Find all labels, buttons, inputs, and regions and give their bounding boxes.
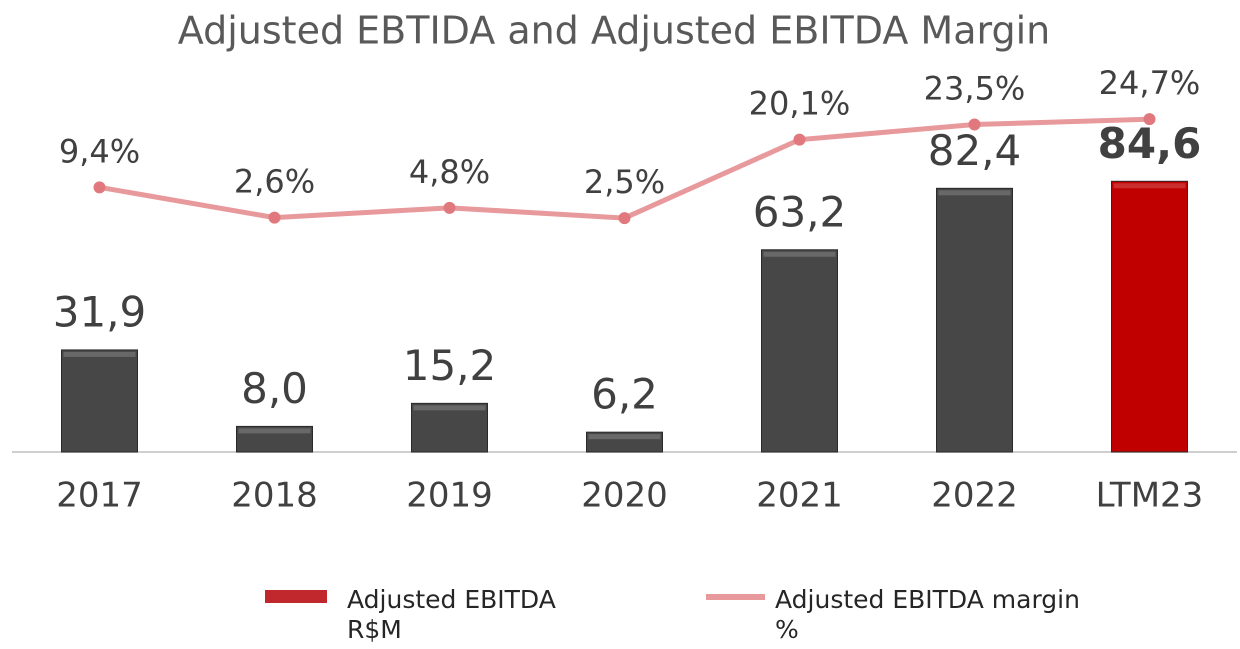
x-tick-label: LTM23	[1096, 476, 1204, 516]
data-label: 23,5%	[924, 70, 1026, 108]
line-point	[1143, 113, 1156, 126]
bar-bevel	[938, 190, 1011, 196]
data-label: 2,6%	[234, 163, 315, 201]
data-label: 9,4%	[59, 132, 140, 170]
bar-bevel	[413, 405, 486, 411]
data-label: 31,9	[53, 287, 147, 336]
chart-title: Adjusted EBTIDA and Adjusted EBITDA Marg…	[178, 9, 1050, 53]
bar	[1111, 180, 1188, 453]
data-label: 63,2	[753, 187, 847, 236]
bar-bevel	[763, 251, 836, 257]
bar	[411, 402, 488, 453]
bar-bevel	[1113, 183, 1186, 189]
data-label: 2,5%	[584, 163, 665, 201]
line-point	[618, 212, 631, 225]
data-label: 20,1%	[749, 85, 851, 123]
x-tick-label: 2018	[231, 476, 318, 516]
x-tick-label: 2019	[406, 476, 493, 516]
legend-swatch-bar	[265, 590, 327, 603]
line-point	[793, 133, 806, 146]
x-tick-label: 2022	[931, 476, 1018, 516]
legend-label: Adjusted EBITDA margin %	[775, 585, 1080, 644]
line-point	[268, 211, 281, 224]
data-label: 84,6	[1098, 119, 1202, 168]
bar	[61, 349, 138, 453]
data-label: 24,7%	[1099, 64, 1201, 102]
line-point	[443, 201, 456, 214]
x-tick-label: 2021	[756, 476, 843, 516]
line-point	[968, 118, 981, 131]
bar-bevel	[63, 351, 136, 357]
data-label: 4,8%	[409, 153, 490, 191]
bar	[236, 425, 313, 453]
bar-bevel	[238, 428, 311, 434]
data-label: 15,2	[403, 341, 497, 390]
data-label: 6,2	[591, 370, 658, 419]
bar	[586, 431, 663, 453]
x-tick-label: 2020	[581, 476, 668, 516]
legend-label: Adjusted EBITDA R$M	[347, 585, 556, 644]
x-tick-label: 2017	[56, 476, 143, 516]
bar	[761, 249, 838, 453]
bar	[936, 187, 1013, 453]
line-point	[93, 181, 106, 194]
bar-bevel	[588, 434, 661, 440]
data-label: 8,0	[241, 364, 308, 413]
data-label: 82,4	[928, 126, 1022, 175]
